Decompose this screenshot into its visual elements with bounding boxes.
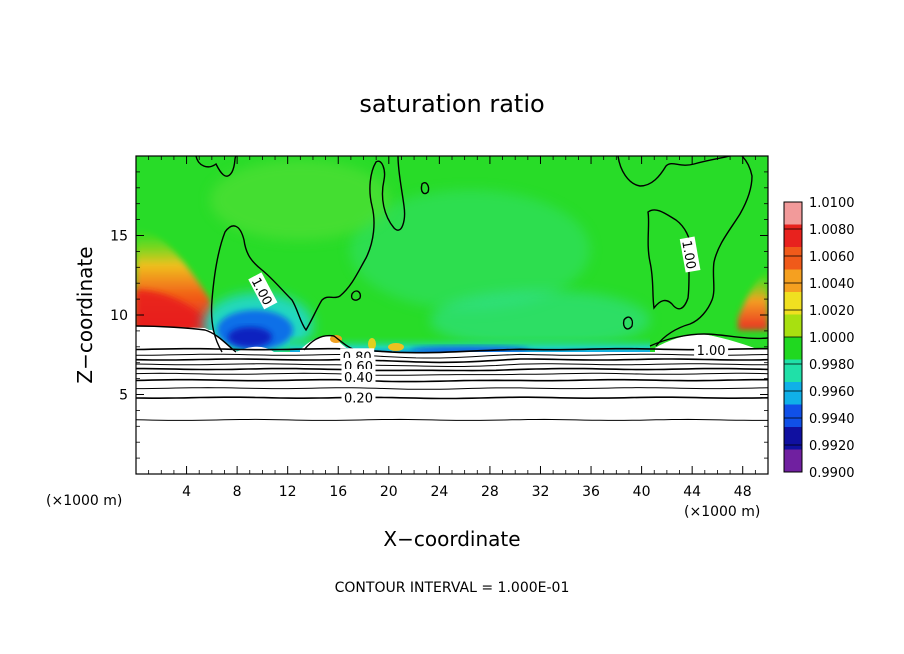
contour-interval-note: CONTOUR INTERVAL = 1.000E-01 bbox=[335, 580, 570, 596]
colorbar-swatch bbox=[784, 404, 802, 428]
contour-line bbox=[136, 387, 768, 390]
contour-1-00-mid-base bbox=[303, 334, 357, 351]
y-axis-label: Z−coordinate bbox=[73, 246, 97, 383]
field-white-lower-base bbox=[136, 352, 768, 474]
contour-1-00-small-island-2 bbox=[622, 316, 634, 330]
contour-line bbox=[136, 363, 768, 367]
colorbar-tick-label: 1.0100 bbox=[809, 196, 855, 211]
colorbar-tick-label: 0.9920 bbox=[809, 439, 855, 454]
colorbar-tick-label: 1.0040 bbox=[809, 277, 855, 292]
contour-label-group: 1.00 bbox=[694, 342, 729, 359]
plot-area: 1.001.001.000.800.600.400.20 bbox=[136, 156, 768, 474]
colorbar-swatch bbox=[784, 314, 802, 338]
contour-line bbox=[136, 353, 768, 359]
chart-title: saturation ratio bbox=[359, 90, 544, 118]
colorbar-swatch bbox=[784, 247, 802, 270]
contour-label-group: 0.20 bbox=[341, 389, 376, 407]
x-tick-label: 32 bbox=[532, 484, 550, 500]
field-darkblue-core bbox=[228, 327, 272, 347]
colorbar-swatch bbox=[784, 359, 802, 383]
contour-1-00-small-island bbox=[420, 182, 430, 195]
x-tick-label: 24 bbox=[430, 484, 448, 500]
contour-label-bg bbox=[248, 272, 278, 310]
field-white-pocket-left bbox=[136, 326, 238, 352]
colorbar-swatch bbox=[784, 224, 802, 248]
contour-label: 1.00 bbox=[697, 344, 726, 359]
contour-1-00-right-base bbox=[649, 333, 768, 347]
colorbar-swatch bbox=[784, 449, 802, 473]
x-unit-left: (×1000 m) bbox=[46, 493, 122, 509]
x-tick-label: 4 bbox=[182, 484, 191, 500]
x-tick-label: 16 bbox=[329, 484, 347, 500]
colorbar-tick-label: 1.0080 bbox=[809, 223, 855, 238]
colorbar-tick-label: 0.9900 bbox=[809, 466, 855, 481]
x-tick-label: 40 bbox=[633, 484, 651, 500]
contour-1-00-left-base bbox=[136, 325, 237, 353]
contour-line bbox=[136, 372, 768, 376]
colorbar-swatch bbox=[784, 292, 802, 315]
colorbar-swatch bbox=[784, 202, 802, 225]
y-tick-label: 15 bbox=[110, 229, 128, 245]
contour-label: 0.40 bbox=[344, 371, 373, 386]
contour-line bbox=[136, 367, 768, 372]
contour-label-bg bbox=[679, 236, 701, 273]
field-left-red-core bbox=[136, 290, 210, 330]
colorbar-tick-label: 0.9960 bbox=[809, 385, 855, 400]
colorbar-swatch bbox=[784, 337, 802, 360]
field-yellow-spot-2 bbox=[368, 338, 376, 350]
contour-1-00-small-island-3 bbox=[350, 290, 362, 301]
x-tick-label: 12 bbox=[279, 484, 297, 500]
contour-1-00-right-cloud bbox=[655, 156, 753, 347]
contour-label: 0.20 bbox=[344, 392, 373, 407]
field-orange-spot bbox=[330, 335, 342, 343]
x-tick-label: 44 bbox=[683, 484, 701, 500]
contour-line bbox=[136, 358, 768, 364]
colorbar-tick-label: 1.0000 bbox=[809, 331, 855, 346]
y-tick-label: 5 bbox=[119, 388, 128, 404]
x-tick-label: 8 bbox=[233, 484, 242, 500]
contour-label-bg bbox=[694, 342, 729, 357]
x-unit-right: (×1000 m) bbox=[684, 504, 760, 520]
x-tick-label: 48 bbox=[734, 484, 752, 500]
contour-line bbox=[136, 347, 768, 354]
contour-1-00-top-left bbox=[195, 156, 237, 177]
x-tick-label: 20 bbox=[380, 484, 398, 500]
contour-line bbox=[136, 378, 768, 383]
contour-label-bg bbox=[341, 369, 376, 384]
colorbar-swatch bbox=[784, 382, 802, 405]
contour-label-group: 1.00 bbox=[678, 236, 701, 273]
contour-1-00-top-mid bbox=[617, 156, 731, 187]
colorbar-tick-label: 0.9940 bbox=[809, 412, 855, 427]
x-axis-ticks: 4 8 12 16 20 24 28 32 36 40 44 48 bbox=[148, 156, 756, 500]
colorbar-tick-label: 1.0020 bbox=[809, 304, 855, 319]
contour-line bbox=[136, 418, 768, 421]
colorbar-tick-label: 0.9980 bbox=[809, 358, 855, 373]
contour-label-bg bbox=[341, 389, 376, 405]
contour-1-00-left-cloud bbox=[210, 156, 406, 353]
contour-1-00-right-inner bbox=[647, 209, 691, 310]
colorbar-tick-label: 1.0060 bbox=[809, 250, 855, 265]
y-tick-label: 10 bbox=[110, 308, 128, 324]
contour-lines-below-cloud bbox=[136, 347, 768, 421]
colorbar: 1.0100 1.0080 1.0060 1.0040 1.0020 1.0000 0.99… bbox=[783, 196, 855, 481]
field-cyan-patch-upper bbox=[350, 190, 590, 310]
x-tick-label: 28 bbox=[481, 484, 499, 500]
field-cloud-base-band bbox=[290, 335, 650, 352]
y-axis-ticks: 5 10 15 bbox=[110, 171, 768, 459]
x-tick-label: 36 bbox=[582, 484, 600, 500]
x-axis-label: X−coordinate bbox=[383, 527, 520, 551]
contour-label-group: 0.40 bbox=[341, 369, 376, 386]
contour-line bbox=[136, 396, 768, 400]
field-yellow-spot-1 bbox=[388, 343, 404, 351]
colorbar-swatch bbox=[784, 269, 802, 293]
colorbar-swatch bbox=[784, 427, 802, 450]
field-light-patch bbox=[210, 160, 390, 240]
contour-label: 1.00 bbox=[678, 239, 698, 270]
